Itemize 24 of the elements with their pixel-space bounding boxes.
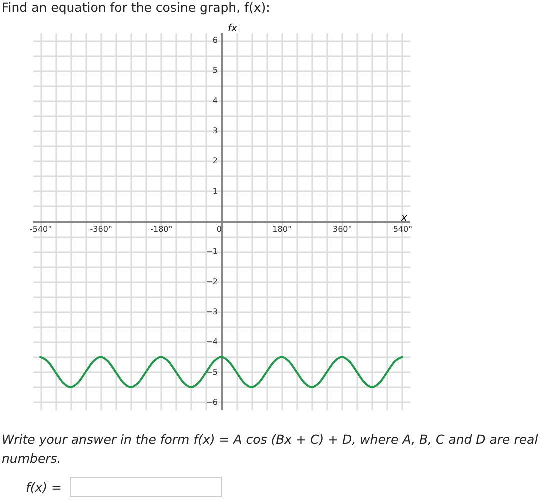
text: Write your answer in the form f(x) = A cos (Bx + C) + D, where A, B, C and D are real numbers. (2, 431, 540, 468)
chart-title: Find an equation for the cosine graph, f(x): (2, 0, 270, 15)
x-tick-label: 540° (393, 225, 413, 234)
x-tick-label: -360° (90, 225, 112, 234)
y-tick-label: 4 (212, 96, 218, 106)
y-tick-label: 6 (212, 36, 218, 46)
y-tick-label: −5 (206, 368, 218, 377)
y-tick-label: 1 (212, 186, 218, 196)
y-tick-label: 3 (212, 126, 218, 136)
y-tick-label: −4 (206, 338, 218, 347)
x-axis-title: x (400, 213, 408, 224)
y-tick-label: −6 (206, 398, 218, 407)
y-tick-label: 2 (212, 156, 218, 166)
x-tick-label: -540° (30, 225, 52, 234)
y-tick-label: −3 (206, 307, 218, 316)
text: f(x) = (26, 480, 62, 495)
y-tick-label: −2 (206, 277, 218, 286)
line-series (40, 356, 404, 388)
x-tick-label: 180° (272, 225, 292, 234)
x-tick-label: 360° (333, 225, 352, 234)
x-tick-label: -180° (150, 225, 173, 234)
y-tick-label: −1 (206, 247, 218, 256)
y-tick-label: 5 (212, 66, 218, 76)
y-axis-title: fx (228, 24, 238, 34)
